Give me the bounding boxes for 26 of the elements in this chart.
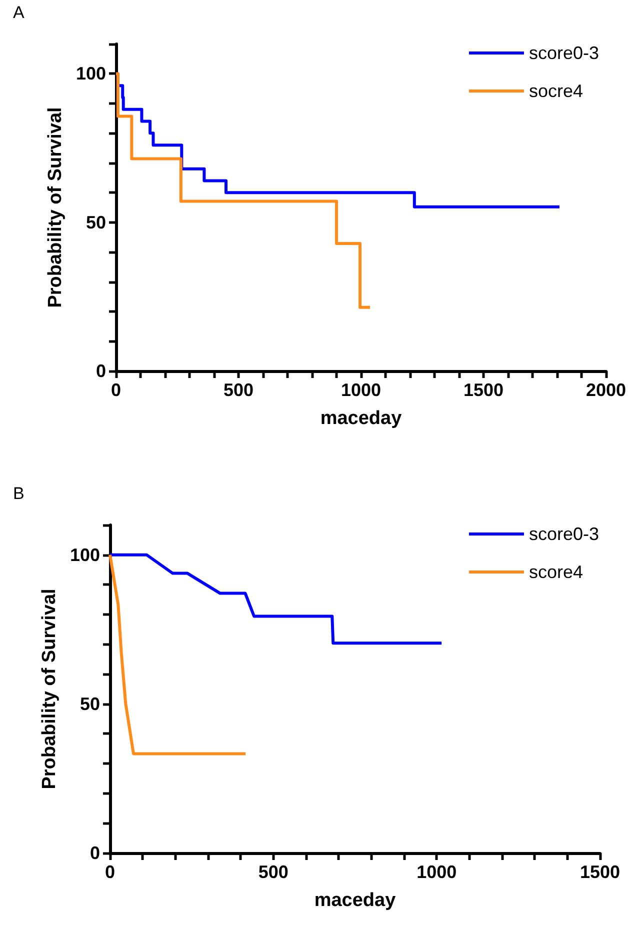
- legend-label: socre4: [528, 81, 583, 101]
- y-tick-label: 50: [86, 212, 106, 232]
- y-tick-label: 50: [80, 694, 100, 714]
- chart-title: A: [13, 3, 25, 22]
- x-tick-label: 1500: [580, 862, 620, 882]
- legend-label: score4: [528, 562, 583, 582]
- x-axis-title: maceday: [314, 890, 396, 911]
- line-series: [108, 553, 248, 756]
- x-tick-label: 0: [110, 380, 122, 400]
- x-tick-label: 2000: [586, 380, 626, 400]
- x-axis-title: maceday: [320, 408, 402, 429]
- x-tick-label: 1000: [340, 380, 382, 400]
- x-tick-label: 500: [223, 380, 254, 400]
- y-axis-title: Probability of Survival: [45, 107, 66, 308]
- y-axis-title: Probability of Survival: [39, 588, 60, 790]
- x-tick-label: 500: [258, 862, 288, 882]
- legend-label: score0-3: [528, 43, 599, 63]
- y-tick-label: 0: [96, 361, 106, 381]
- line-series: [108, 553, 444, 645]
- x-tick-label: 1000: [416, 862, 457, 882]
- y-tick-label: 100: [70, 544, 100, 565]
- legend-label: score0-3: [528, 524, 599, 544]
- y-tick-label: 100: [76, 64, 106, 84]
- x-tick-label: 1500: [463, 380, 504, 400]
- y-tick-label: 0: [90, 843, 100, 863]
- chart-title: B: [13, 484, 24, 503]
